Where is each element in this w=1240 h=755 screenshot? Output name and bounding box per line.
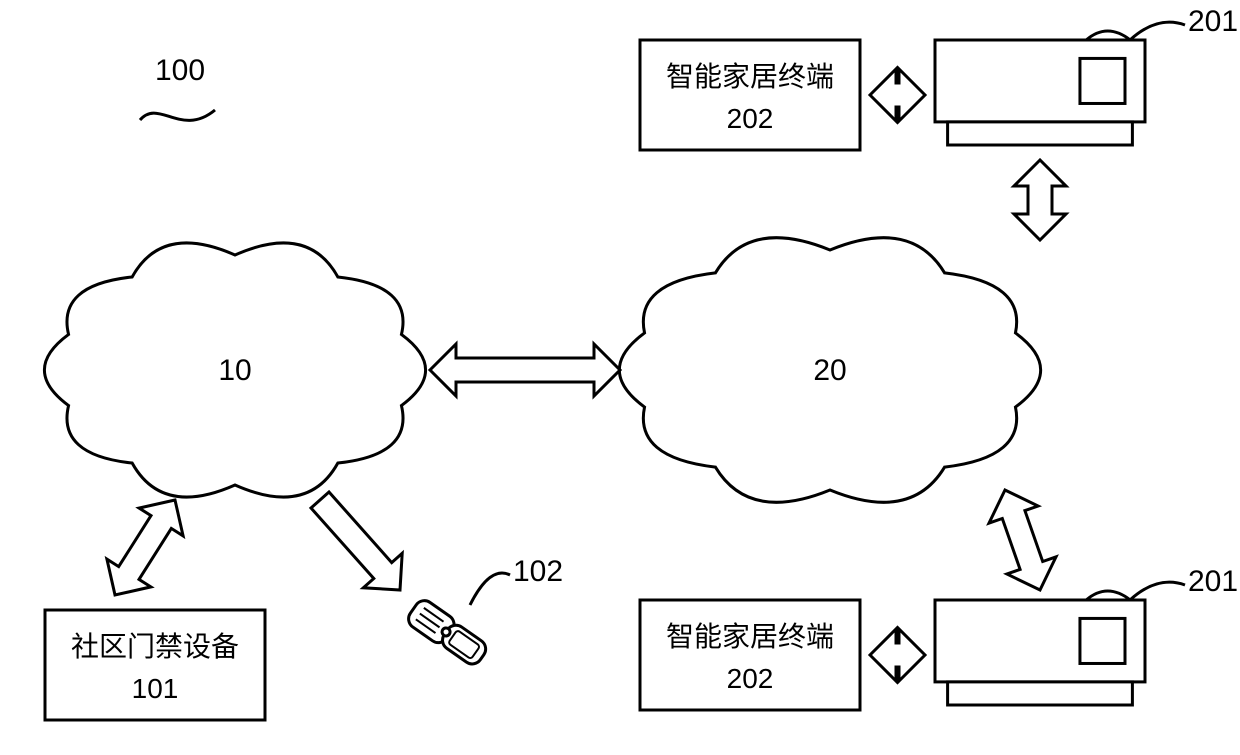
leader-device-top: [1130, 22, 1185, 40]
device-top-icon: [935, 31, 1145, 145]
terminal-bottom-box: 智能家居终端 202: [640, 600, 860, 710]
terminal-top-box: 智能家居终端 202: [640, 40, 860, 150]
ref-system: 100: [155, 54, 205, 87]
terminal-top-ref: 202: [727, 103, 774, 134]
gateway-box: 社区门禁设备 101: [45, 610, 265, 720]
arrow-dev-cloud-top: [1014, 160, 1066, 240]
ref-phone: 102: [513, 555, 563, 588]
squiggle-mark: [140, 110, 215, 120]
ref-device-top: 201: [1188, 5, 1238, 38]
cloud-left: 10: [44, 243, 425, 497]
gateway-ref: 101: [132, 673, 179, 704]
device-bottom-icon: [935, 591, 1145, 705]
arrow-dev-cloud-bottom: [989, 490, 1056, 590]
cloud-right-label: 20: [813, 354, 846, 387]
terminal-bottom-label: 智能家居终端: [666, 621, 834, 652]
gateway-label: 社区门禁设备: [71, 631, 239, 662]
leader-phone: [470, 573, 510, 605]
arrow-cloud-phone: [311, 492, 402, 590]
arrow-term-dev-top: [870, 69, 925, 121]
arrow-cloud-cloud: [430, 344, 620, 396]
cloud-left-label: 10: [218, 354, 251, 387]
leader-device-bottom: [1130, 582, 1185, 600]
ref-device-bottom: 201: [1188, 565, 1238, 598]
terminal-top-label: 智能家居终端: [666, 61, 834, 92]
arrow-term-dev-bottom: [870, 629, 925, 681]
phone-icon: [405, 597, 491, 670]
diagram-canvas: 100 10 20 社区门禁设备 101 智能家居终端 202 智能家居终端 2…: [0, 0, 1240, 755]
cloud-right: 20: [619, 238, 1040, 503]
arrow-cloud-gateway: [107, 500, 183, 595]
terminal-bottom-ref: 202: [727, 663, 774, 694]
